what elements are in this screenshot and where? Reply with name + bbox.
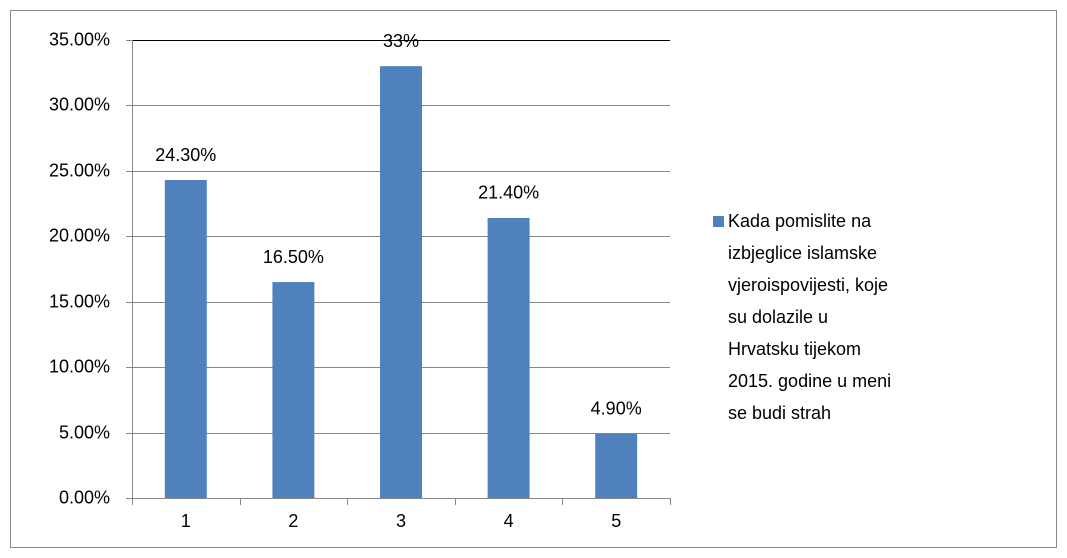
bar (380, 66, 422, 499)
x-tick-label: 3 (396, 511, 406, 531)
y-tick-label: 0.00% (59, 487, 110, 507)
data-label: 24.30% (155, 145, 216, 165)
data-label: 16.50% (263, 247, 324, 267)
bar (487, 217, 530, 499)
y-tick-label: 20.00% (49, 225, 110, 245)
x-tick-label: 1 (181, 511, 191, 531)
x-tick-label: 2 (288, 511, 298, 531)
y-tick-label: 15.00% (49, 291, 110, 311)
y-tick-label: 10.00% (49, 356, 110, 376)
bar (595, 433, 638, 498)
x-tick-label: 5 (611, 511, 621, 531)
bar (272, 282, 315, 498)
y-tick-label: 25.00% (49, 160, 110, 180)
y-tick-label: 35.00% (49, 29, 110, 49)
data-label: 33% (383, 31, 419, 51)
y-tick-label: 30.00% (49, 94, 110, 114)
y-tick-label: 5.00% (59, 422, 110, 442)
legend-label: Kada pomislite na izbjeglice islamske vj… (728, 211, 892, 423)
bar (164, 180, 207, 498)
data-label: 4.90% (591, 399, 642, 419)
x-tick-label: 4 (504, 511, 514, 531)
legend-swatch (713, 216, 724, 227)
data-label: 21.40% (478, 183, 539, 203)
